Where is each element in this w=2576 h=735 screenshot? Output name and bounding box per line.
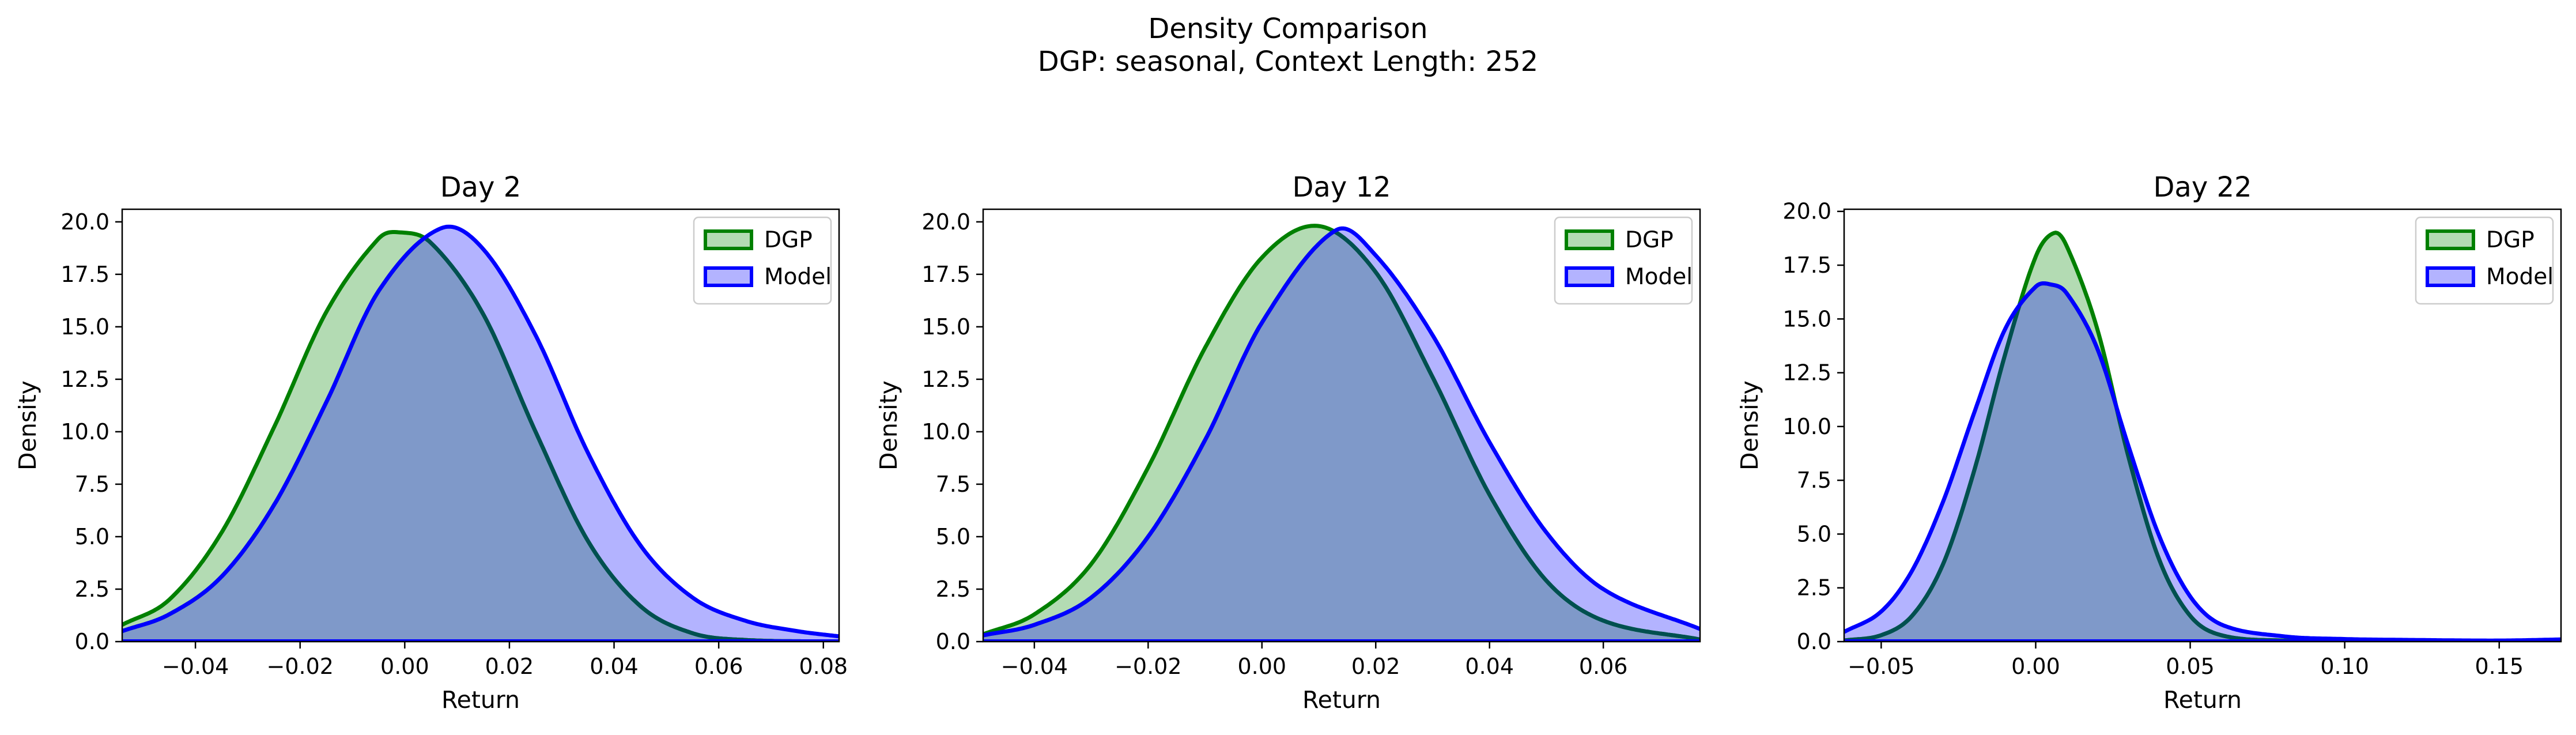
chart-panels: −0.04 −0.02 0.00 0.02 0.04 0.06 0.08 0.0 2.5 5.0 7… [14, 171, 2562, 714]
x-tick-label: 0.08 [799, 654, 848, 679]
overlap-fill [122, 238, 839, 642]
x-tick-label: −0.02 [1115, 654, 1181, 679]
panel-title: Day 22 [2153, 171, 2252, 203]
y-tick-label: 20.0 [1782, 199, 1831, 224]
x-tick-label: 0.02 [485, 654, 534, 679]
x-tick-label: 0.06 [694, 654, 743, 679]
panel-title: Day 2 [440, 171, 522, 203]
y-tick-label: 12.5 [921, 367, 970, 392]
legend-swatch-dgp [2426, 229, 2475, 250]
y-tick-label: 17.5 [1782, 252, 1831, 278]
x-axis-label: Return [441, 686, 520, 714]
legend-swatch-dgp [1565, 229, 1614, 250]
y-tick-label: 20.0 [921, 209, 970, 235]
legend-label-model: Model [764, 264, 832, 290]
y-tick-label: 15.0 [921, 314, 970, 340]
y-tick-label: 0.0 [75, 629, 109, 654]
axes-frame [121, 208, 840, 643]
panel-title: Day 12 [1292, 171, 1391, 203]
y-axis-label: Density [875, 380, 902, 470]
chart-panel-1: −0.04 −0.02 0.00 0.02 0.04 0.06 0.08 0.0 2.5 5.0 7… [14, 171, 848, 714]
y-tick-label: 10.0 [61, 419, 109, 444]
legend-label-dgp: DGP [2486, 227, 2535, 253]
y-tick-label: 10.0 [921, 419, 970, 444]
x-tick-label: −0.04 [162, 654, 229, 679]
legend-swatch-model [704, 266, 753, 287]
x-tick-label: 0.10 [2320, 654, 2369, 679]
x-tick-label: 0.05 [2166, 654, 2215, 679]
y-tick-label: 0.0 [1797, 629, 1831, 654]
legend: DGP Model [2415, 216, 2554, 305]
x-tick-label: −0.02 [267, 654, 334, 679]
legend-label-dgp: DGP [1625, 227, 1674, 253]
y-axis-label: Density [1736, 380, 1763, 470]
y-tick-label: 15.0 [1782, 306, 1831, 331]
model-density-line [983, 226, 1700, 638]
plot-area [122, 224, 839, 642]
legend-label-model: Model [2486, 264, 2554, 290]
chart-panel-3: −0.05 0.00 0.05 0.10 0.15 0.0 2.5 5.0 7.5 10.0 12.… [1736, 171, 2562, 714]
y-tick-label: 2.5 [75, 576, 109, 602]
y-tick-label: 20.0 [61, 209, 109, 235]
y-tick-label: 0.0 [936, 629, 970, 654]
y-tick-label: 17.5 [61, 262, 109, 287]
x-tick-label: 0.00 [2011, 654, 2060, 679]
legend-swatch-model [2426, 266, 2475, 287]
x-tick-label: 0.15 [2475, 654, 2524, 679]
legend-swatch-model [1565, 266, 1614, 287]
y-tick-label: 7.5 [75, 472, 109, 497]
y-tick-label: 2.5 [1797, 575, 1831, 601]
x-tick-label: 0.04 [1465, 654, 1514, 679]
y-tick-label: 15.0 [61, 314, 109, 340]
overlap-line [1844, 281, 2561, 642]
x-axis-label: Return [2163, 686, 2242, 714]
x-tick-label: 0.00 [380, 654, 429, 679]
legend-label-dgp: DGP [764, 227, 813, 253]
y-tick-label: 2.5 [936, 576, 970, 602]
legend: DGP Model [693, 216, 832, 305]
x-tick-label: −0.05 [1848, 654, 1914, 679]
x-tick-label: 0.04 [590, 654, 639, 679]
figure-subtitle: DGP: seasonal, Context Length: 252 [1038, 46, 1538, 78]
y-tick-label: 12.5 [1782, 360, 1831, 386]
y-tick-label: 7.5 [1797, 468, 1831, 493]
y-tick-label: 5.0 [75, 524, 109, 549]
x-tick-label: −0.04 [1001, 654, 1068, 679]
y-axis-label: Density [14, 380, 41, 470]
x-axis-label: Return [1302, 686, 1381, 714]
y-tick-label: 5.0 [936, 524, 970, 549]
plot-area [1844, 231, 2561, 642]
y-tick-label: 5.0 [1797, 521, 1831, 546]
overlap-fill [983, 231, 1700, 642]
overlap-fill [1844, 283, 2561, 642]
axes-frame [982, 208, 1701, 643]
axes-frame [1843, 208, 2562, 643]
legend-label-model: Model [1625, 264, 1693, 290]
plot-area [983, 224, 1700, 642]
chart-panel-2: −0.04 −0.02 0.00 0.02 0.04 0.06 0.0 2.5 5.0 7.5 10… [875, 171, 1701, 714]
figure-title: Density Comparison [1148, 13, 1427, 45]
y-tick-label: 10.0 [1782, 414, 1831, 439]
model-density-line [122, 224, 839, 639]
y-tick-label: 17.5 [921, 262, 970, 287]
x-tick-label: 0.02 [1351, 654, 1400, 679]
legend-swatch-dgp [704, 229, 753, 250]
x-tick-label: 0.06 [1579, 654, 1628, 679]
x-tick-label: 0.00 [1237, 654, 1286, 679]
legend: DGP Model [1554, 216, 1693, 305]
y-tick-label: 12.5 [61, 367, 109, 392]
y-tick-label: 7.5 [936, 472, 970, 497]
